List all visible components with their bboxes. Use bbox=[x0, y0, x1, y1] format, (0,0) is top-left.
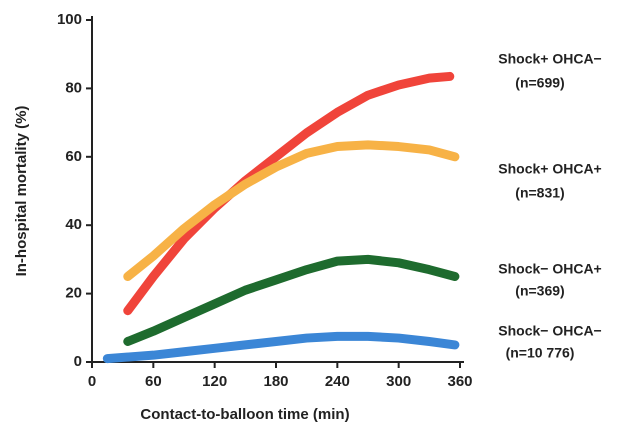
legend-n-label: (n=831) bbox=[515, 185, 564, 201]
y-tick-label: 100 bbox=[57, 11, 82, 28]
x-tick-label: 180 bbox=[263, 373, 288, 390]
series-line bbox=[102, 331, 460, 364]
legend-label: Shock+ OHCA+ bbox=[498, 161, 601, 177]
x-tick-label: 120 bbox=[202, 373, 227, 390]
x-tick-label: 240 bbox=[325, 373, 350, 390]
series-line bbox=[123, 254, 460, 346]
legend-n-label: (n=10 776) bbox=[506, 345, 575, 361]
x-tick-label: 60 bbox=[145, 373, 162, 390]
legend-n-label: (n=369) bbox=[515, 283, 564, 299]
y-tick-label: 20 bbox=[65, 285, 82, 302]
series-line bbox=[123, 140, 460, 281]
y-axis-label: In-hospital mortality (%) bbox=[13, 106, 30, 277]
x-tick-label: 360 bbox=[447, 373, 472, 390]
y-tick-label: 40 bbox=[65, 216, 82, 233]
x-axis-label: Contact-to-balloon time (min) bbox=[140, 406, 349, 423]
legend-n-label: (n=699) bbox=[515, 75, 564, 91]
legend-label: Shock+ OHCA− bbox=[498, 51, 601, 67]
legend-label: Shock− OHCA+ bbox=[498, 261, 601, 277]
y-tick-label: 80 bbox=[65, 79, 82, 96]
x-tick-label: 300 bbox=[386, 373, 411, 390]
x-tick-label: 0 bbox=[88, 373, 96, 390]
series-line bbox=[123, 71, 455, 316]
legend-label: Shock− OHCA− bbox=[498, 323, 601, 339]
y-tick-label: 60 bbox=[65, 148, 82, 165]
y-tick-label: 0 bbox=[74, 353, 82, 370]
